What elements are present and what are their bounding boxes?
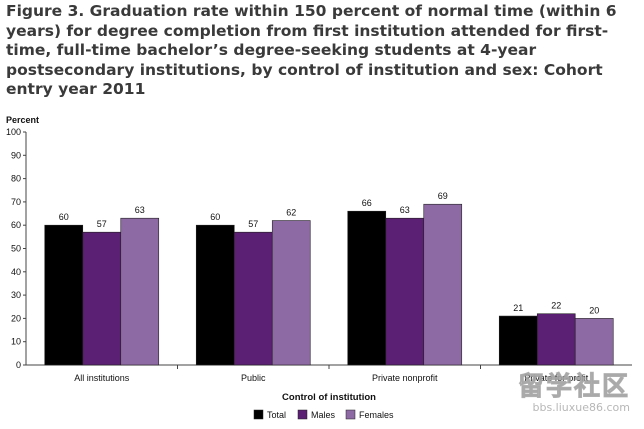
bar	[271, 220, 311, 366]
data-label: 22	[551, 301, 561, 311]
data-label: 63	[400, 205, 410, 215]
bar	[347, 210, 387, 366]
data-label: 20	[589, 305, 599, 315]
bar	[385, 217, 425, 366]
data-label: 66	[362, 198, 372, 208]
legend-swatch	[345, 409, 356, 420]
watermark-main: 留学社区	[517, 372, 630, 403]
x-tick-label: Public	[241, 373, 266, 383]
bar	[574, 318, 614, 366]
legend-label: Total	[267, 410, 286, 420]
data-label: 60	[210, 212, 220, 222]
y-tick-label: 90	[11, 150, 21, 160]
bar	[195, 224, 235, 366]
bar	[120, 217, 160, 366]
y-tick-label: 60	[11, 220, 21, 230]
y-tick-label: 20	[11, 313, 21, 323]
bar	[82, 231, 122, 366]
legend-label: Females	[359, 410, 394, 420]
y-axis-label: Percent	[6, 115, 39, 125]
bar	[536, 313, 576, 366]
y-tick-label: 40	[11, 267, 21, 277]
plot-area: 0 10 20 30 40 50 60 70 80 90 100 60 57 63 All institut…	[6, 127, 632, 383]
data-label: 21	[513, 303, 523, 313]
chart-title: Figure 3. Graduation rate within 150 per…	[6, 2, 617, 98]
data-label: 62	[286, 208, 296, 218]
legend-swatch	[253, 409, 264, 420]
watermark-site: bbs.liuxue86.com	[532, 401, 630, 414]
data-label: 63	[135, 205, 145, 215]
legend: Total Males Females	[253, 409, 394, 420]
bar	[44, 224, 84, 366]
data-label: 57	[97, 219, 107, 229]
legend-label: Males	[311, 410, 336, 420]
y-tick-label: 70	[11, 197, 21, 207]
y-tick-label: 30	[11, 290, 21, 300]
watermark: 留学社区 bbs.liuxue86.com	[517, 366, 630, 415]
data-label: 69	[438, 191, 448, 201]
y-tick-label: 0	[16, 360, 21, 370]
x-axis-label: Control of institution	[282, 392, 376, 403]
x-tick-label: All institutions	[74, 373, 130, 383]
bar	[498, 315, 538, 366]
legend-swatch	[297, 409, 308, 420]
bar	[233, 231, 273, 366]
x-tick-label: Private for-profit	[524, 373, 589, 383]
bar	[423, 203, 463, 366]
y-tick-label: 50	[11, 244, 21, 254]
y-tick-label: 80	[11, 174, 21, 184]
data-label: 57	[248, 219, 258, 229]
x-tick-label: Private nonprofit	[372, 373, 438, 383]
y-tick-label: 10	[11, 337, 21, 347]
data-label: 60	[59, 212, 69, 222]
y-tick-label: 100	[6, 127, 21, 137]
